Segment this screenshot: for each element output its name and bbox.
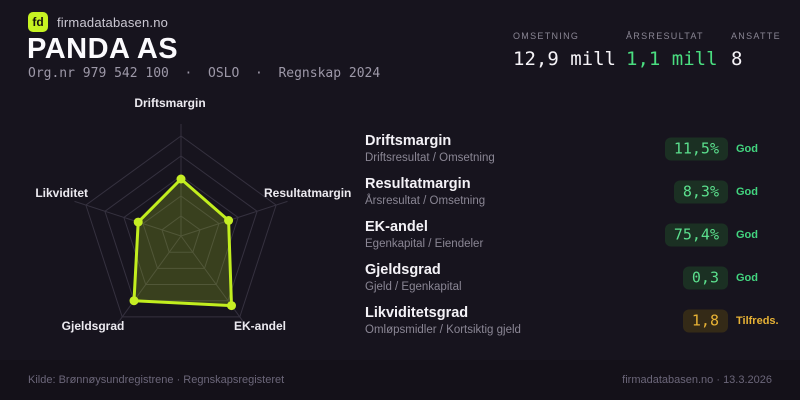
company-name: PANDA AS	[27, 33, 179, 65]
metric-title: EK-andel	[365, 219, 428, 235]
stat-ansatte: ANSATTE 8	[731, 31, 781, 70]
metric-status-badge: God	[736, 272, 758, 284]
radar-svg	[74, 124, 288, 327]
radar-axis-label-ek-andel: EK-andel	[233, 319, 287, 333]
metric-status-badge: Tilfreds.	[736, 315, 779, 327]
metric-formula: Årsresultat / Omsetning	[365, 195, 486, 207]
metric-status-badge: God	[736, 143, 758, 155]
stat-value: 8	[731, 48, 743, 70]
stat-omsetning: OMSETNING 12,9 mill	[513, 31, 616, 70]
metric-formula: Driftsresultat / Omsetning	[365, 152, 495, 164]
stat-label: OMSETNING	[513, 31, 580, 41]
brand: fd firmadatabasen.no	[28, 12, 168, 32]
metric-row-driftsmargin: Driftsmargin Driftsresultat / Omsetning …	[365, 133, 780, 165]
metric-title: Resultatmargin	[365, 176, 471, 192]
metric-formula: Egenkapital / Eiendeler	[365, 238, 484, 250]
metric-row-resultatmargin: Resultatmargin Årsresultat / Omsetning 8…	[365, 176, 780, 208]
metric-value-badge: 0,3	[682, 266, 728, 290]
radar-axis-label-driftsmargin: Driftsmargin	[134, 96, 206, 110]
stat-label: ÅRSRESULTAT	[626, 31, 704, 41]
metric-title: Driftsmargin	[365, 133, 452, 149]
site-name: firmadatabasen.no	[57, 14, 169, 30]
metric-title: Gjeldsgrad	[365, 262, 441, 278]
metric-status-badge: God	[736, 186, 758, 198]
metric-value-badge: 75,4%	[664, 223, 728, 247]
footer: Kilde: Brønnøysundregistrene · Regnskaps…	[0, 360, 800, 400]
metric-title: Likviditetsgrad	[365, 305, 469, 321]
metric-value-badge: 1,8	[682, 309, 728, 333]
radar-axis-label-resultatmargin: Resultatmargin	[264, 186, 352, 200]
metric-value-badge: 8,3%	[673, 180, 728, 204]
metric-row-gjeldsgrad: Gjeldsgrad Gjeld / Egenkapital 0,3 God	[365, 262, 780, 294]
footer-site-date: firmadatabasen.no · 13.3.2026	[622, 374, 772, 386]
radar-axis-label-gjeldsgrad: Gjeldsgrad	[61, 319, 125, 333]
metric-value-badge: 11,5%	[664, 137, 728, 161]
radar-chart: Driftsmargin Resultatmargin EK-andel Gje…	[0, 88, 362, 360]
stat-label: ANSATTE	[731, 31, 781, 41]
metric-formula: Omløpsmidler / Kortsiktig gjeld	[365, 324, 521, 336]
company-meta: Org.nr 979 542 100 · OSLO · Regnskap 202…	[28, 66, 381, 81]
metric-status-badge: God	[736, 229, 758, 241]
metric-row-likviditetsgrad: Likviditetsgrad Omløpsmidler / Kortsikti…	[365, 305, 780, 337]
metric-row-ek-andel: EK-andel Egenkapital / Eiendeler 75,4% G…	[365, 219, 780, 251]
fd-logo-icon: fd	[28, 12, 48, 32]
radar-axis-label-likviditet: Likviditet	[35, 186, 88, 200]
metric-formula: Gjeld / Egenkapital	[365, 281, 462, 293]
footer-source: Kilde: Brønnøysundregistrene · Regnskaps…	[28, 374, 285, 386]
stat-value: 12,9 mill	[513, 48, 616, 70]
stat-arsresultat: ÅRSRESULTAT 1,1 mill	[626, 31, 718, 70]
stat-value: 1,1 mill	[626, 48, 718, 70]
metrics-panel: Driftsmargin Driftsresultat / Omsetning …	[365, 133, 780, 348]
